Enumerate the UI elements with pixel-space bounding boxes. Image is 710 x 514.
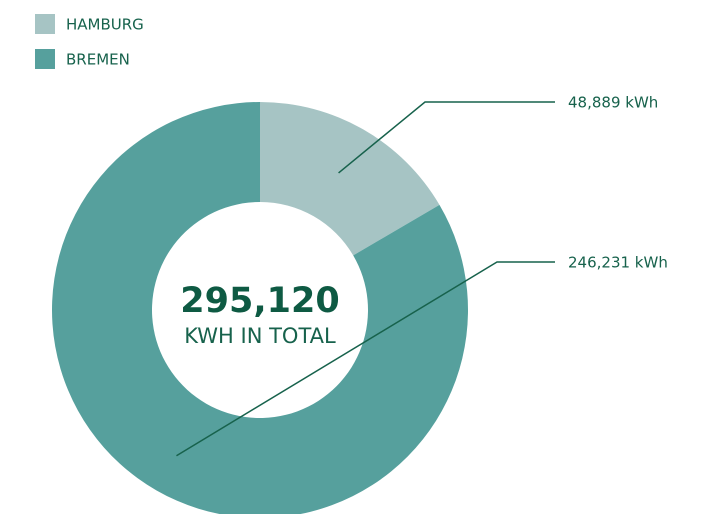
leader-line <box>338 101 555 174</box>
legend-label: BREMEN <box>66 51 130 69</box>
value-label: 246,231 kWh <box>568 254 668 272</box>
center-value: 295,120 <box>180 281 339 321</box>
legend-label: HAMBURG <box>66 16 144 34</box>
donut-segment <box>260 102 440 256</box>
center-label: KWH IN TOTAL <box>184 324 336 348</box>
legend-swatch <box>35 14 55 34</box>
leader-line <box>176 261 555 457</box>
legend-swatch <box>35 49 55 69</box>
value-label: 48,889 kWh <box>568 94 658 112</box>
donut-segment <box>52 102 468 514</box>
